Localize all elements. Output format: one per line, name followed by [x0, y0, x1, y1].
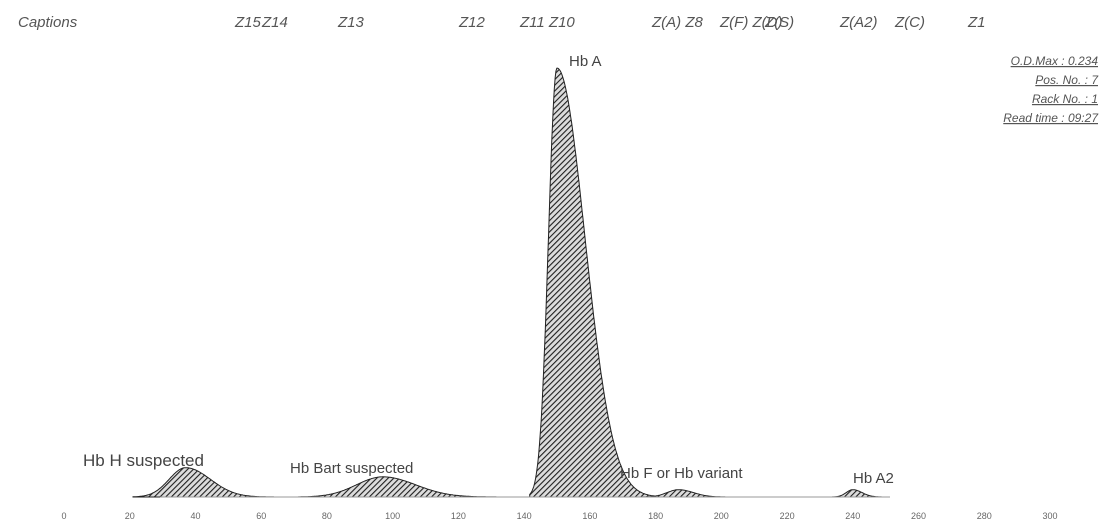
zone-labels: Z15 Z14 Z13 Z12 Z11 Z10 Z(A) Z8 Z(F) Z(D)Z(S) Z… [234, 14, 986, 31]
zone-label: Z(A2) [839, 14, 878, 31]
zone-label: Z13 [337, 14, 365, 31]
peak-label: Hb F or Hb variant [620, 465, 743, 482]
peak-label: Hb Bart suspected [290, 460, 413, 477]
info-block: O.D.Max : 0.234 Pos. No. : 7 Rack No. : … [1003, 54, 1099, 125]
x-tick-label: 40 [190, 511, 200, 521]
peak-area [831, 489, 886, 498]
x-tick-label: 160 [582, 511, 597, 521]
zone-label: Z(C) [894, 14, 925, 31]
x-tick-label: 80 [322, 511, 332, 521]
peaks-layer [132, 67, 886, 498]
x-tick-label: 180 [648, 511, 663, 521]
x-tick-label: 0 [61, 511, 66, 521]
zone-label: Z15 [234, 14, 262, 31]
caption-prefix: Captions [18, 14, 78, 31]
x-tick-label: 20 [125, 511, 135, 521]
zone-label: Z14 [261, 14, 288, 31]
x-tick-label: 300 [1042, 511, 1057, 521]
x-tick-label: 280 [977, 511, 992, 521]
zone-label: Z(A) Z8 [651, 14, 703, 31]
peak-label: Hb A2 [853, 470, 894, 487]
caption-row: Captions Z15 Z14 Z13 Z12 Z11 Z10 Z(A) Z8 Z(F) … [18, 14, 986, 31]
zone-label: Z1 [967, 14, 986, 31]
od-max-label: O.D.Max : 0.234 [1011, 54, 1099, 68]
zone-label: Z11 Z10 [519, 14, 575, 31]
peak-area [132, 467, 275, 498]
x-tick-label: 200 [714, 511, 729, 521]
zone-label: Z(S) [764, 14, 794, 31]
read-time-label: Read time : 09:27 [1003, 111, 1099, 125]
x-tick-label: 220 [780, 511, 795, 521]
zone-label: Z12 [458, 14, 486, 31]
x-tick-label: 100 [385, 511, 400, 521]
x-tick-label: 120 [451, 511, 466, 521]
x-tick-label: 260 [911, 511, 926, 521]
peak-label: Hb A [569, 53, 602, 70]
rack-no-label: Rack No. : 1 [1032, 92, 1098, 106]
pos-no-label: Pos. No. : 7 [1035, 73, 1099, 87]
x-tick-label: 60 [256, 511, 266, 521]
x-tick-label: 240 [845, 511, 860, 521]
peak-area [529, 67, 659, 498]
peak-label: Hb H suspected [83, 451, 204, 470]
peak-area [298, 476, 502, 498]
x-axis-ticks: 0 20 40 60 80 100 120 140 160 180 200 220 240 260 280 3… [61, 511, 1057, 521]
x-tick-label: 140 [517, 511, 532, 521]
peak-labels: Hb H suspected Hb Bart suspected Hb A Hb F … [83, 53, 894, 487]
zone-label: Z(F) Z(D) [719, 14, 782, 31]
peak-area [641, 489, 732, 498]
